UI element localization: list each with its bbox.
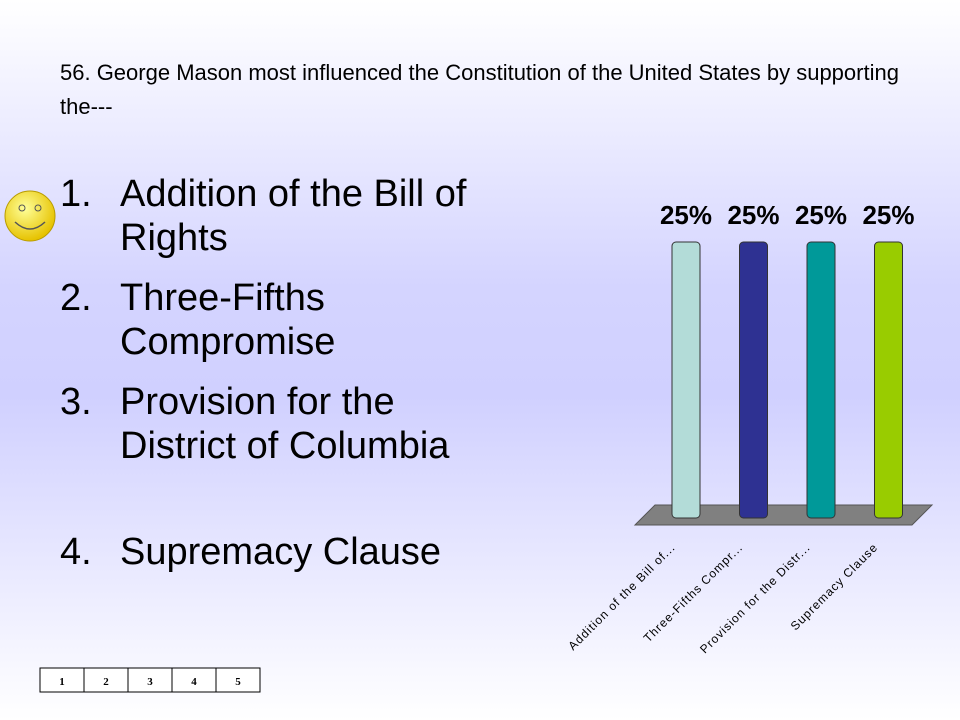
option-text: Addition of the Bill of Rights (120, 173, 467, 259)
bar (874, 241, 903, 519)
value-label: 25% (795, 200, 847, 230)
value-label: 25% (862, 200, 914, 230)
question: 56. George Mason most influenced the Con… (60, 60, 899, 119)
value-label: 25% (660, 200, 712, 230)
counter-cell (39, 667, 85, 693)
x-tick-label: Provision for the Distr... (697, 540, 813, 656)
x-tick-label: Addition of the Bill of... (565, 540, 678, 653)
bar (739, 241, 768, 519)
counter-label: 4 (191, 676, 197, 688)
counter-label: 5 (235, 676, 241, 688)
counter-label: 1 (59, 676, 65, 688)
option-text: Three-Fifths Compromise (120, 277, 336, 363)
option-text: Provision for the District of Columbia (120, 381, 450, 467)
counter-label: 2 (103, 676, 109, 688)
counter-cell (171, 667, 217, 693)
bar (806, 241, 836, 519)
option-text: Supremacy Clause (120, 531, 442, 573)
bar (671, 241, 701, 519)
chart-floor (633, 504, 934, 526)
counter-label: 3 (147, 676, 153, 688)
option-number: 2. (60, 277, 92, 319)
counter-cell (215, 667, 261, 693)
option-number: 3. (60, 381, 92, 423)
option-number: 1. (60, 173, 92, 215)
smiley (4, 190, 56, 242)
option-number: 4. (60, 531, 92, 573)
value-label: 25% (727, 200, 779, 230)
counter-cell (127, 667, 173, 693)
